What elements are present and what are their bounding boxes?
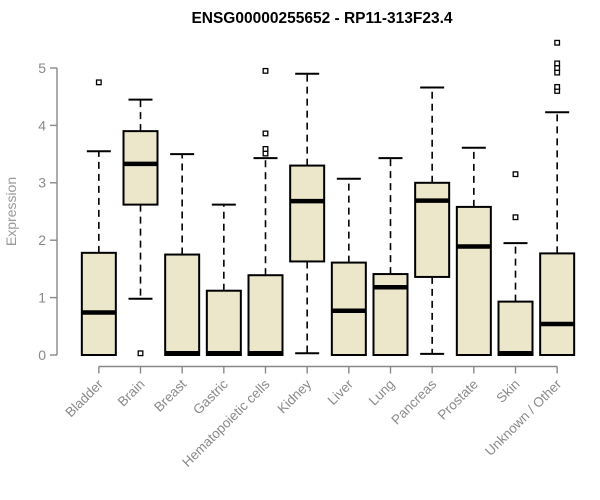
y-tick-label: 5 xyxy=(38,60,46,76)
x-tick-label: Prostate xyxy=(435,377,481,423)
outlier-point xyxy=(554,39,561,46)
iqr-box xyxy=(497,300,534,357)
outlier-point xyxy=(137,350,144,357)
outlier-point xyxy=(512,171,519,178)
iqr-box xyxy=(539,252,576,356)
x-tick-label: Gastric xyxy=(190,376,231,417)
iqr-box xyxy=(414,181,451,278)
x-tick-label: Bladder xyxy=(62,376,106,420)
outlier-point xyxy=(554,83,561,90)
x-tick-label: Brain xyxy=(115,377,148,410)
box-lung xyxy=(372,157,409,357)
iqr-box xyxy=(455,205,492,356)
box-prostate xyxy=(455,146,492,356)
box-gastric xyxy=(205,203,242,357)
outlier-point xyxy=(262,67,269,74)
box-pancreas xyxy=(414,86,451,355)
box-breast xyxy=(164,153,201,356)
iqr-box xyxy=(164,253,201,356)
iqr-box xyxy=(289,164,326,263)
x-tick-label: Breast xyxy=(151,376,189,414)
x-tick-label: Kidney xyxy=(274,376,314,416)
iqr-box xyxy=(122,130,159,206)
x-tick-label: Skin xyxy=(493,377,522,406)
y-tick-label: 2 xyxy=(38,232,46,248)
y-axis-title: Expression xyxy=(3,177,19,246)
outlier-point xyxy=(262,130,269,137)
outlier-point xyxy=(95,79,102,86)
chart-title: ENSG00000255652 - RP11-313F23.4 xyxy=(191,10,452,27)
box-liver xyxy=(330,177,367,356)
y-tick-label: 4 xyxy=(38,117,46,133)
y-tick-label: 0 xyxy=(38,347,46,363)
outlier-point xyxy=(512,214,519,221)
x-tick-label: Pancreas xyxy=(388,376,439,427)
box-kidney xyxy=(289,72,326,355)
y-axis: 0 1 2 3 4 5 xyxy=(38,60,58,363)
outlier-point xyxy=(262,150,269,157)
outlier-point xyxy=(554,60,561,67)
y-tick-label: 1 xyxy=(38,290,46,306)
box-unknown-other xyxy=(539,39,576,356)
x-tick-label: Liver xyxy=(325,376,357,408)
box-hematopoietic-cells xyxy=(247,67,284,356)
iqr-box xyxy=(205,289,242,357)
y-tick-label: 3 xyxy=(38,175,46,191)
box-brain xyxy=(122,98,159,357)
box-bladder xyxy=(80,79,117,356)
outlier-point xyxy=(554,65,561,71)
iqr-box xyxy=(247,274,284,356)
outlier-point xyxy=(554,69,561,76)
x-tick-label: Unknown / Other xyxy=(482,376,565,459)
x-tick-label: Lung xyxy=(366,377,398,409)
iqr-box xyxy=(80,251,117,356)
box-skin xyxy=(497,171,534,357)
outlier-point xyxy=(262,145,269,152)
